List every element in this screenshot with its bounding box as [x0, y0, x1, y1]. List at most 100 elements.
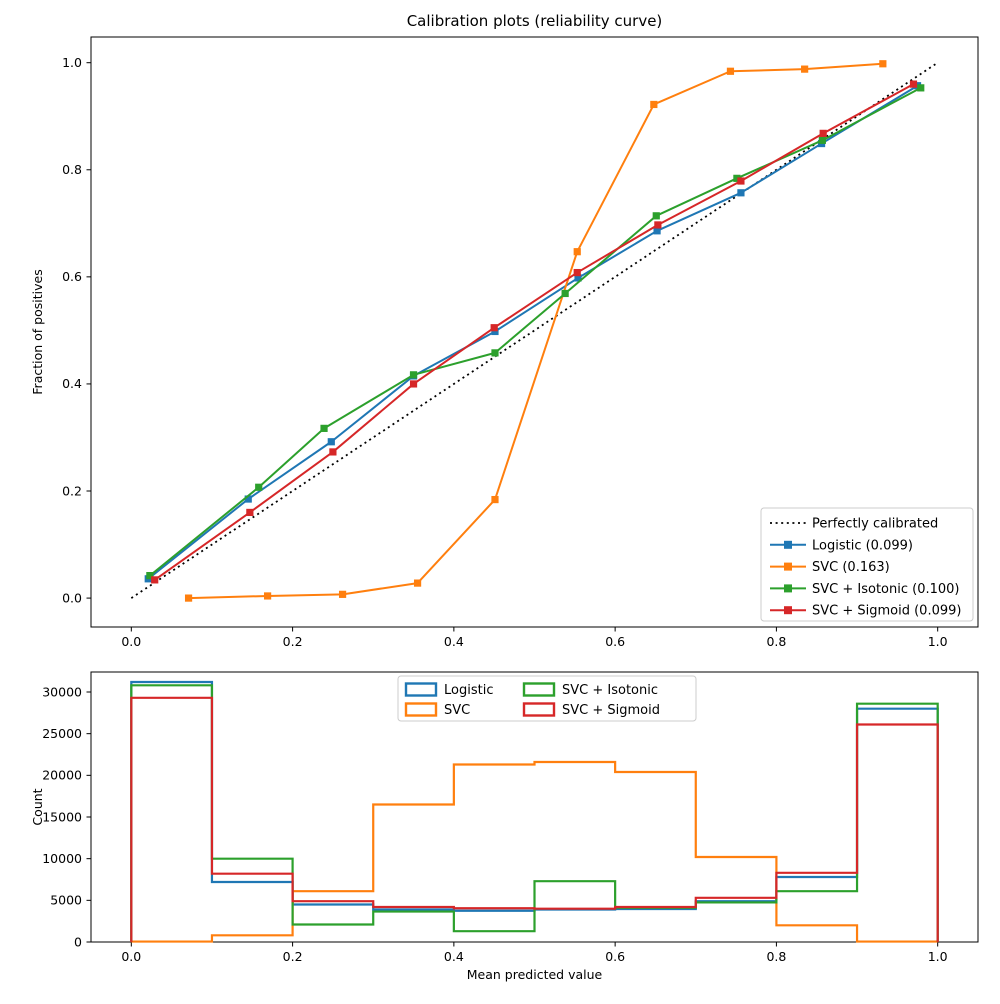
x-tick-label: 0.0 [121, 949, 141, 964]
x-tick-label: 0.4 [444, 949, 464, 964]
series-marker [909, 80, 918, 88]
series-svc-0-163 [184, 60, 887, 602]
y-tick-label: 30000 [42, 684, 82, 699]
legend-label: Logistic (0.099) [812, 538, 913, 553]
series-marker [653, 227, 661, 235]
y-tick-label: 0.8 [62, 162, 82, 177]
series-marker [574, 274, 582, 282]
series-svc-sigmoid-0-099 [151, 80, 918, 584]
bottom-legend: Logistic SVC SVC + Isotonic SVC + Sigmoid [397, 675, 697, 722]
y-tick-label: 0.2 [62, 483, 82, 498]
series-marker [327, 438, 335, 446]
legend-label: SVC (0.163) [812, 560, 890, 575]
legend-square-marker [784, 562, 792, 571]
x-tick-label: 1.0 [928, 634, 948, 649]
legend-box [397, 675, 697, 722]
legend-label: Perfectly calibrated [812, 517, 938, 532]
series-line [154, 83, 914, 581]
y-tick-label: 0 [74, 934, 82, 949]
x-tick-label: 1.0 [928, 949, 948, 964]
series-marker [244, 495, 252, 503]
series-marker [184, 594, 193, 602]
hist-step-outline [130, 760, 939, 943]
series-marker [652, 212, 660, 220]
series-line [188, 62, 883, 600]
series-marker [320, 424, 328, 432]
series-marker [573, 268, 581, 277]
hist-series-svc-isotonic [130, 684, 939, 942]
series-line [147, 84, 919, 580]
y-axis: 0 5000 10000 15000 20000 25000 30000 [42, 684, 91, 949]
hist-series-svc [130, 760, 939, 943]
top-chart-calibration-curve: 0.0 0.2 0.4 0.6 0.8 1.0 0.0 0.2 0.4 0.6 0.8 1.0 Cali… [30, 12, 979, 649]
series-marker [491, 327, 499, 336]
legend-square-marker [784, 540, 792, 549]
series-marker [801, 65, 809, 73]
y-axis: 0.0 0.2 0.4 0.6 0.8 1.0 [62, 55, 91, 605]
legend-entry-svc-sigmoid-0-099: SVC + Sigmoid (0.099) [770, 604, 961, 619]
plot-border [90, 671, 979, 943]
y-tick-label: 0.6 [62, 269, 82, 284]
legend-swatch [522, 682, 556, 697]
series-marker [413, 579, 422, 587]
legend-entry-logistic: Logistic [404, 682, 493, 698]
series-marker [329, 448, 337, 456]
hist-series-svc-sigmoid [130, 696, 939, 942]
x-tick-label: 0.2 [283, 949, 303, 964]
series-marker [819, 129, 827, 137]
y-tick-label: 15000 [42, 809, 82, 824]
chart-title: Calibration plots (reliability curve) [407, 12, 663, 30]
x-tick-label: 0.0 [121, 634, 141, 649]
legend-square-marker [784, 606, 792, 615]
x-axis: 0.0 0.2 0.4 0.6 0.8 1.0 [121, 942, 948, 964]
legend-entry-svc-isotonic-0-100: SVC + Isotonic (0.100) [770, 582, 959, 597]
series-marker [263, 592, 272, 600]
legend-entry-svc-0-163: SVC (0.163) [770, 560, 890, 575]
legend-square-marker [784, 584, 792, 593]
series-marker [654, 221, 662, 229]
top-legend: Perfectly calibrated Logistic (0.099) SVC … [760, 507, 974, 622]
series-marker [255, 483, 263, 491]
legend-box [760, 507, 974, 622]
x-axis: 0.0 0.2 0.4 0.6 0.8 1.0 [121, 627, 948, 649]
legend-label: SVC + Sigmoid (0.099) [812, 604, 961, 619]
legend-swatch [404, 702, 438, 717]
series-marker [491, 495, 499, 504]
y-tick-label: 1.0 [62, 55, 82, 70]
series-marker [246, 508, 254, 517]
x-tick-label: 0.6 [605, 949, 625, 964]
reference-line-perfectly-calibrated [130, 61, 939, 599]
x-axis-label: Mean predicted value [467, 967, 603, 982]
hist-step-outline [130, 684, 939, 942]
x-tick-label: 0.6 [605, 634, 625, 649]
y-tick-label: 20000 [42, 768, 82, 783]
legend-entry-logistic-0-099: Logistic (0.099) [770, 538, 913, 553]
legend-label: SVC + Isotonic [562, 683, 658, 698]
x-tick-label: 0.2 [283, 634, 303, 649]
y-tick-label: 10000 [42, 851, 82, 866]
legend-entry-perfectly-calibrated: Perfectly calibrated [770, 517, 938, 532]
x-tick-label: 0.8 [766, 949, 786, 964]
series-marker [490, 324, 498, 332]
series-marker [917, 84, 925, 92]
y-axis-label: Fraction of positives [30, 269, 45, 394]
legend-entry-svc: SVC [404, 702, 470, 718]
y-tick-label: 25000 [42, 726, 82, 741]
series-marker [146, 572, 154, 580]
legend-label: Logistic [444, 683, 493, 698]
hist-step-outline [130, 696, 939, 942]
series-marker [879, 60, 887, 68]
y-tick-label: 0.4 [62, 376, 82, 391]
legend-swatch [522, 702, 556, 717]
y-tick-label: 5000 [50, 893, 82, 908]
plot-border [90, 36, 979, 628]
legend-entry-svc-isotonic: SVC + Isotonic [522, 682, 658, 698]
series-marker [409, 380, 418, 388]
series-marker [650, 100, 658, 109]
series-svc-isotonic-0-100 [146, 84, 925, 580]
legend-label: SVC + Isotonic (0.100) [812, 582, 959, 597]
series-marker [151, 576, 159, 584]
x-tick-label: 0.4 [444, 634, 464, 649]
